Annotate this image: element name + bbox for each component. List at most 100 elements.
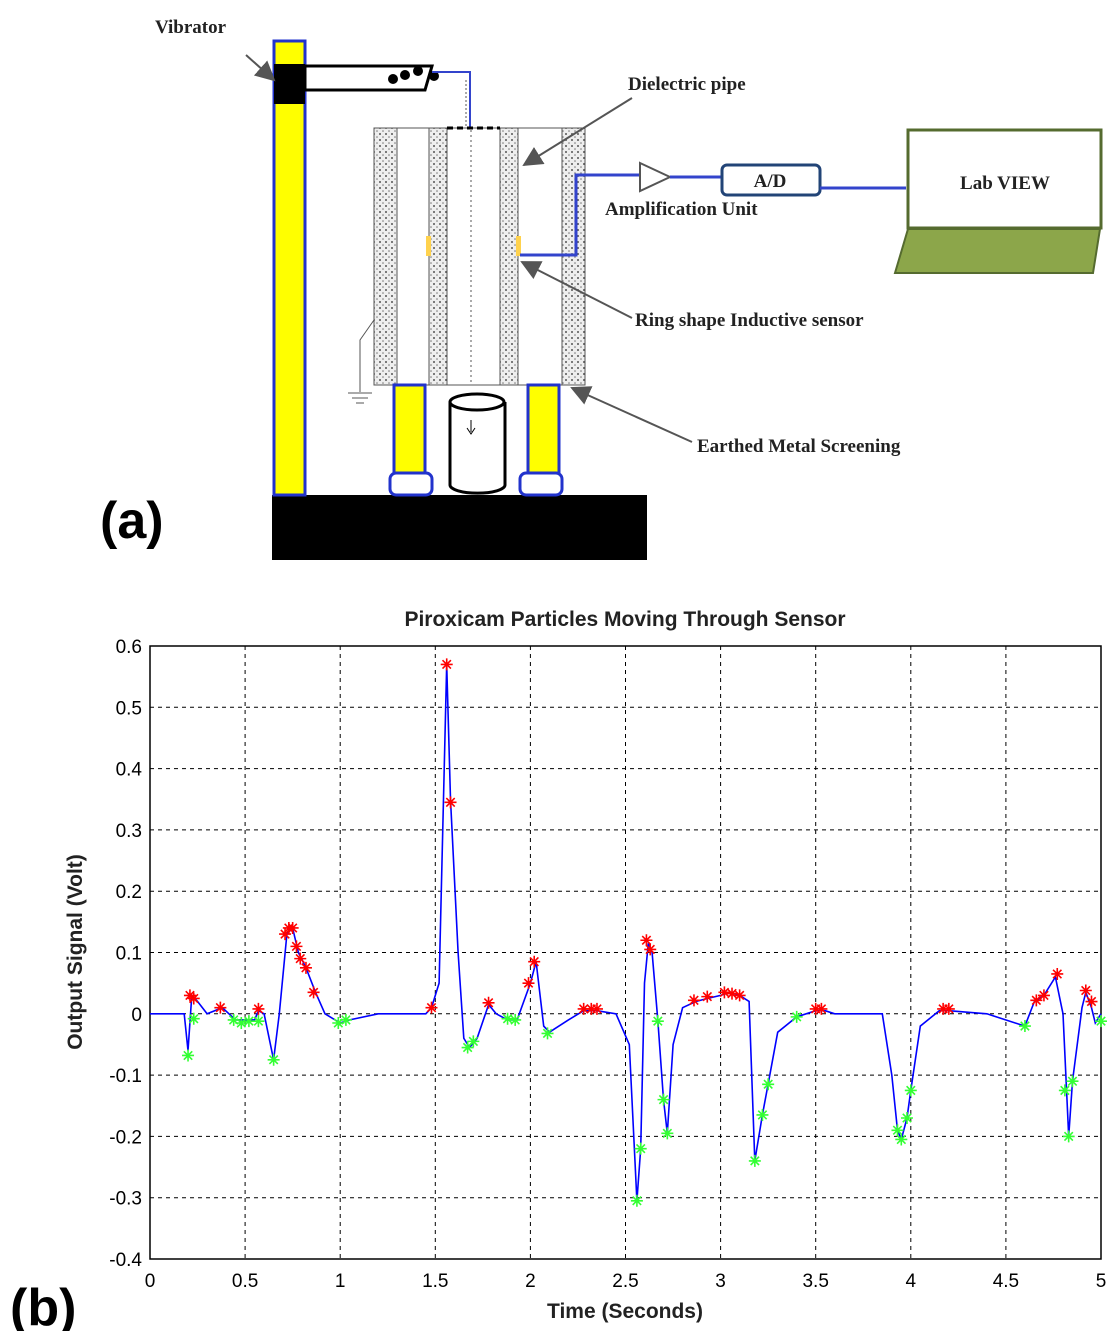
y-tick-label: 0.3 [116,821,142,842]
star-marker [630,1194,643,1207]
x-axis-label: Time (Seconds) [547,1300,703,1323]
star-marker [644,943,657,956]
star-marker [657,1093,670,1106]
star-marker [279,928,292,941]
x-tick-label: 2 [525,1271,536,1292]
star-marker [286,921,299,934]
star-marker [687,994,700,1007]
star-marker [762,1078,775,1091]
star-marker [267,1053,280,1066]
x-tick-label: 2.5 [612,1271,638,1292]
axes-frame [149,645,1102,1260]
x-tick-label: 4 [906,1271,917,1292]
star-marker [1037,989,1050,1002]
label: Vibrator [155,17,227,38]
vibrator-arm [303,64,434,92]
label: Amplification Unit [605,199,758,220]
label: Lab VIEW [960,173,1050,194]
star-marker [299,961,312,974]
y-tick-label: -0.1 [109,1066,142,1087]
star-marker [214,1001,227,1014]
star-marker [187,992,200,1005]
star-marker [577,1002,590,1015]
star-marker [235,1016,248,1029]
star-marker [509,1013,522,1026]
star-marker [815,1002,828,1015]
star-marker [444,796,457,809]
x-tick-label: 4.5 [993,1271,1019,1292]
star-marker [942,1002,955,1015]
diagram: Vibrator Dielectric pipe Amplification U… [100,17,1103,560]
pole [272,39,307,497]
star-marker [904,1084,917,1097]
star-marker [501,1012,514,1025]
star-marker [242,1015,255,1028]
star-marker [182,1049,195,1062]
star-marker [541,1027,554,1040]
star-marker [756,1108,769,1121]
y-tick-label: 0.2 [116,882,142,903]
star-marker [1051,967,1064,980]
y-tick-label: 0.5 [116,698,142,719]
label: Dielectric pipe [628,74,746,95]
star-marker [290,940,303,953]
star-marker [522,977,535,990]
star-marker [748,1154,761,1167]
star-marker [227,1013,240,1026]
base [272,495,647,560]
y-tick-label: 0.4 [116,760,143,781]
star-marker [1058,1084,1071,1097]
x-tick-label: 1.5 [422,1271,448,1292]
star-marker [425,1001,438,1014]
star-marker [1062,1130,1075,1143]
y-tick-label: -0.3 [109,1189,142,1210]
chart-title: Piroxicam Particles Moving Through Senso… [404,608,845,631]
star-marker [1095,1015,1107,1028]
star-marker [733,989,746,1002]
star-marker [900,1112,913,1125]
star-marker [634,1142,647,1155]
star-marker [640,934,653,947]
x-tick-label: 1 [335,1271,346,1292]
star-marker [339,1013,352,1026]
star-marker [332,1016,345,1029]
label: A/D [754,171,787,192]
panel-label: (a) [100,492,164,550]
star-marker [651,1015,664,1028]
y-tick-label: -0.2 [109,1127,142,1148]
star-marker [590,1002,603,1015]
star-marker [1079,984,1092,997]
y-tick-label: 0.1 [116,944,142,965]
x-tick-label: 3.5 [802,1271,828,1292]
y-axis-label: Output Signal (Volt) [64,854,87,1050]
star-marker [440,658,453,671]
star-marker [891,1124,904,1137]
star-marker [1085,995,1098,1008]
label: Ring shape Inductive sensor [635,310,864,331]
vibrator-block [274,64,305,104]
star-marker [252,1015,265,1028]
star-marker [718,986,731,999]
star-marker [187,1012,200,1025]
x-tick-label: 5 [1096,1271,1107,1292]
star-marker [482,996,495,1009]
star-marker [701,990,714,1003]
star-marker [1030,994,1043,1007]
laptop-screen [906,128,1103,230]
x-tick-label: 0.5 [232,1271,258,1292]
y-tick-label: 0 [131,1005,142,1026]
x-tick-label: 3 [715,1271,726,1292]
star-marker [895,1133,908,1146]
star-marker [1018,1020,1031,1033]
chart: (b) Piroxicam Particles Moving Through S… [10,608,1107,1331]
star-marker [461,1041,474,1054]
star-marker [307,986,320,999]
star-marker [726,987,739,1000]
star-marker [661,1127,674,1140]
star-marker [252,1002,265,1015]
star-marker [528,955,541,968]
star-marker [467,1035,480,1048]
y-tick-label: 0.6 [116,637,142,658]
label: Earthed Metal Screening [697,436,901,457]
